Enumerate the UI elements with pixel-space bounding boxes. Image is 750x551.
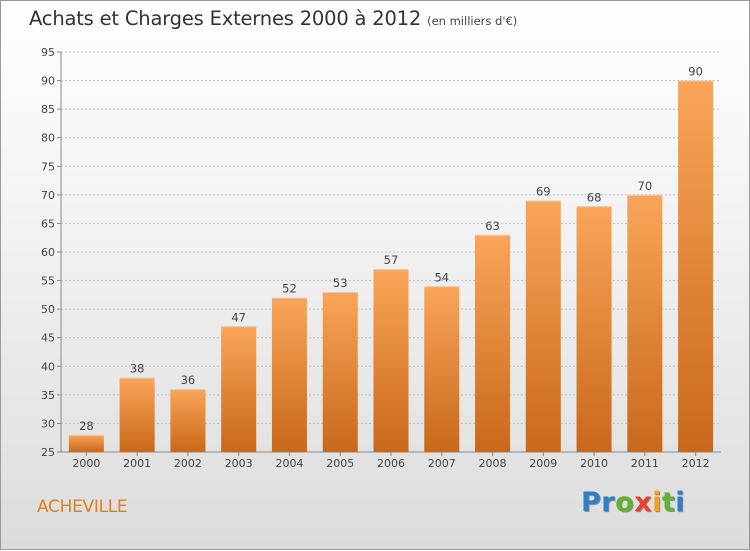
y-tick-label: 75 <box>41 160 55 173</box>
y-tick-label: 70 <box>41 189 55 202</box>
logo-letter: r <box>601 487 616 518</box>
y-tick-label: 55 <box>41 275 55 288</box>
bars <box>68 80 714 453</box>
bar <box>373 269 409 452</box>
data-label: 57 <box>384 253 399 267</box>
y-tick-label: 25 <box>41 446 55 459</box>
x-tick-label: 2011 <box>631 457 659 470</box>
bar <box>525 200 561 452</box>
bar <box>627 194 663 452</box>
y-tick-label: 40 <box>41 360 55 373</box>
data-label: 28 <box>79 419 94 433</box>
y-tick-label: 65 <box>41 217 55 230</box>
bar <box>170 389 206 452</box>
chart-title: Achats et Charges Externes 2000 à 2012 (e… <box>29 7 517 30</box>
data-label: 90 <box>688 65 703 79</box>
title-text: Achats et Charges Externes 2000 à 2012 <box>29 7 422 30</box>
x-tick-label: 2003 <box>225 457 253 470</box>
data-label: 69 <box>536 185 551 199</box>
logo-letter: P <box>581 487 602 518</box>
bar <box>322 292 358 452</box>
data-label: 52 <box>282 282 297 296</box>
x-tick-label: 2001 <box>123 457 151 470</box>
logo-letter: t <box>661 487 676 518</box>
logo-letter: i <box>652 487 662 518</box>
y-tick-label: 45 <box>41 332 55 345</box>
y-tick-label: 90 <box>41 75 55 88</box>
x-tick-label: 2002 <box>174 457 202 470</box>
data-labels: 28 38 36 47 52 53 57 54 63 69 68 70 90 <box>79 65 703 433</box>
proxiti-logo: Proxiti <box>581 487 685 518</box>
bar <box>475 234 511 452</box>
x-tick-label: 2007 <box>428 457 456 470</box>
data-label: 63 <box>485 219 500 233</box>
bar <box>576 206 612 452</box>
data-label: 36 <box>181 373 196 387</box>
bar <box>221 326 257 452</box>
data-label: 53 <box>333 276 348 290</box>
y-tick-label: 85 <box>41 103 55 116</box>
title-unit: (en milliers d'€) <box>427 14 518 28</box>
y-tick-label: 35 <box>41 389 55 402</box>
x-tick-label: 2012 <box>682 457 710 470</box>
logo-letter: x <box>634 487 653 518</box>
data-label: 70 <box>638 179 653 193</box>
y-tick-label: 50 <box>41 303 55 316</box>
y-tick-label: 30 <box>41 417 55 430</box>
x-tick-label: 2000 <box>72 457 100 470</box>
x-tick-label: 2004 <box>275 457 303 470</box>
bar <box>678 80 714 453</box>
commune-name: ACHEVILLE <box>37 497 128 517</box>
data-label: 68 <box>587 190 602 204</box>
y-tick-label: 80 <box>41 132 55 145</box>
x-tick-label: 2008 <box>479 457 507 470</box>
y-tick-label: 95 <box>41 46 55 59</box>
logo-letter: o <box>615 487 635 518</box>
x-tick-label: 2005 <box>326 457 354 470</box>
bar <box>119 377 155 452</box>
data-label: 54 <box>434 270 449 284</box>
bar <box>271 297 307 452</box>
y-tick-label: 60 <box>41 246 55 259</box>
data-label: 38 <box>130 362 145 376</box>
x-tick-label: 2006 <box>377 457 405 470</box>
logo-letter: i <box>675 487 686 518</box>
x-tick-label: 2009 <box>529 457 557 470</box>
x-tick-label: 2010 <box>580 457 608 470</box>
bar <box>424 286 460 452</box>
data-label: 47 <box>231 310 246 324</box>
bar <box>68 434 104 452</box>
